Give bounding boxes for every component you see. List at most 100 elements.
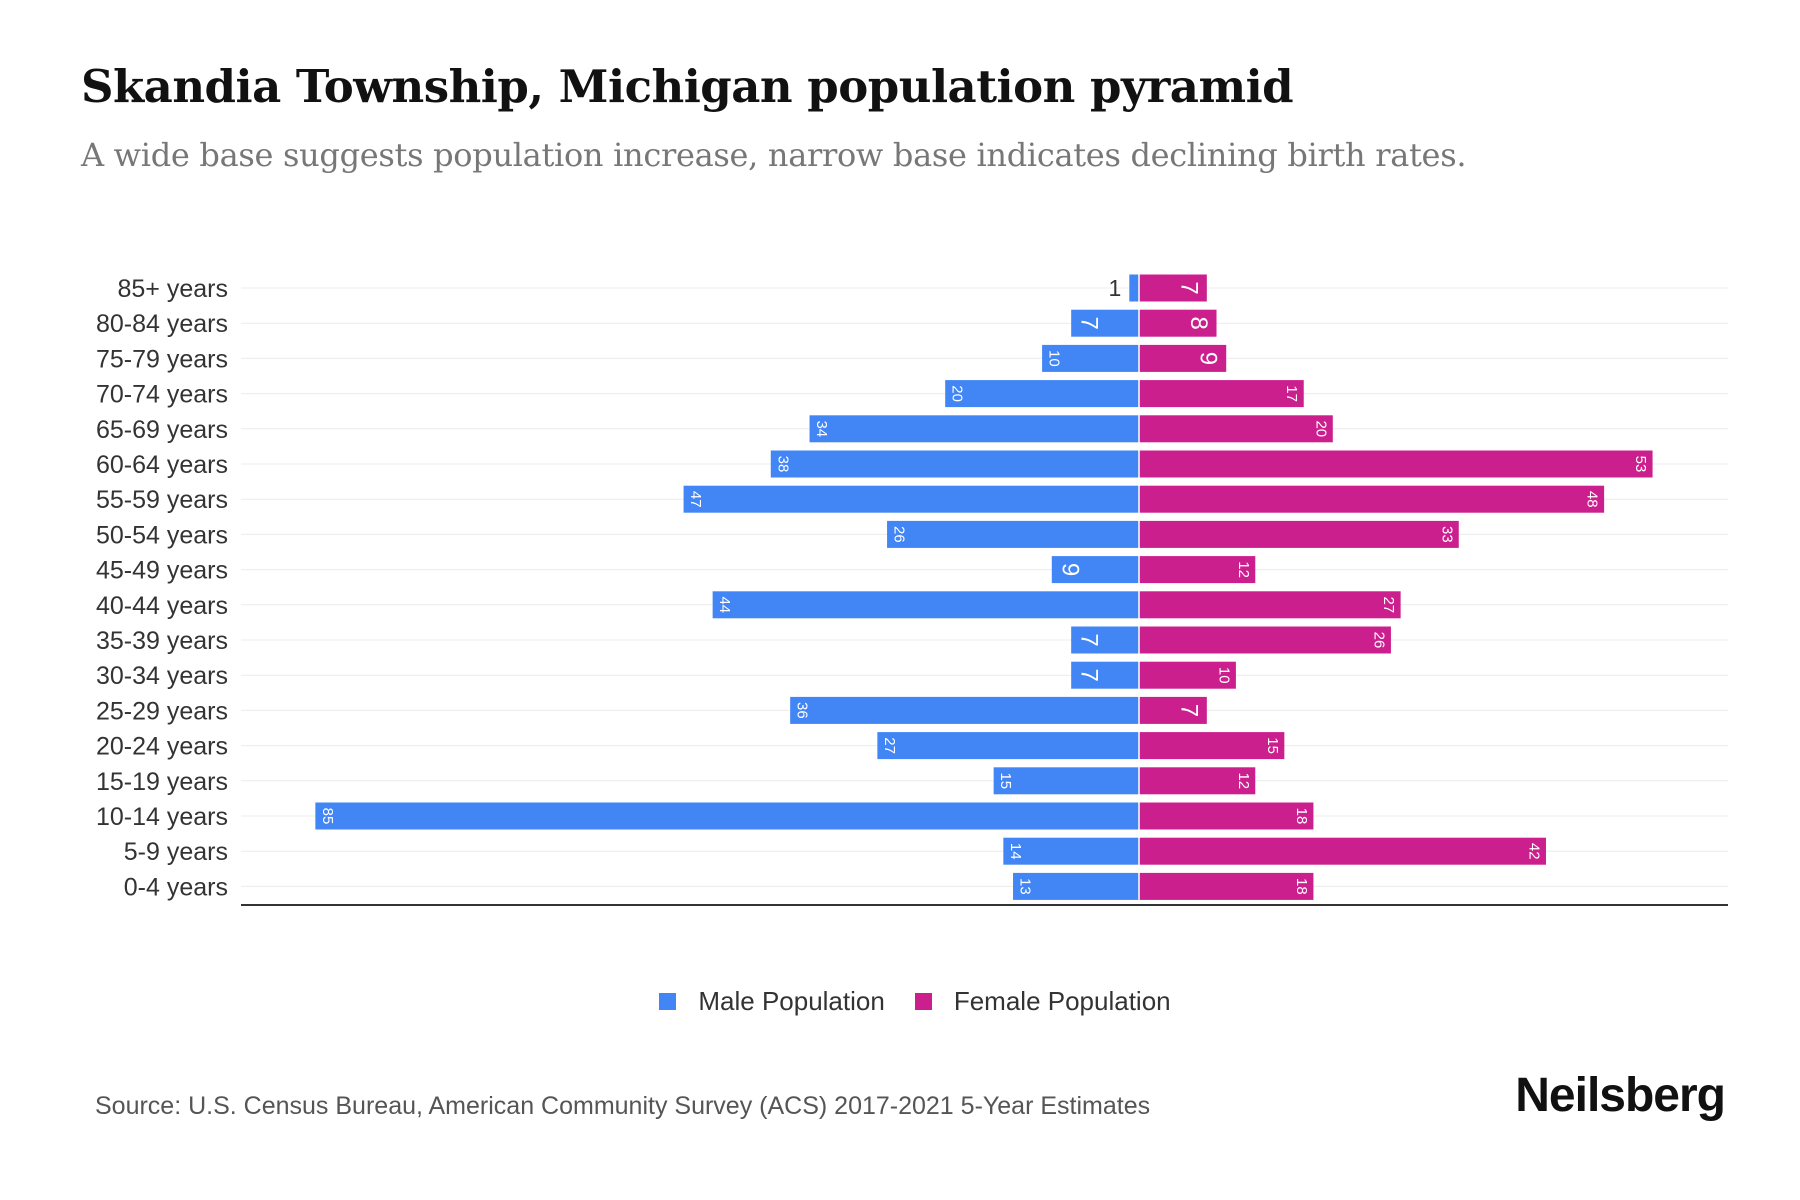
female-bar — [1139, 485, 1605, 513]
male-bar — [315, 802, 1140, 830]
category-label: 15-19 years — [96, 768, 228, 796]
male-value-label: 38 — [774, 456, 791, 473]
male-value-label: 14 — [1007, 843, 1024, 860]
female-bar — [1139, 872, 1314, 900]
female-value-label: 18 — [1293, 878, 1310, 895]
male-bar — [712, 591, 1139, 619]
male-bar — [1042, 344, 1139, 372]
male-bar — [683, 485, 1139, 513]
male-value-label: 7 — [1076, 317, 1103, 330]
male-bar — [770, 450, 1139, 478]
category-label: 75-79 years — [96, 345, 228, 373]
category-label: 0-4 years — [124, 873, 228, 901]
female-bar — [1139, 591, 1401, 619]
male-bar — [1013, 872, 1139, 900]
female-value-label: 7 — [1175, 281, 1202, 294]
male-bar — [993, 767, 1139, 795]
male-value-label: 9 — [1056, 563, 1083, 576]
category-label: 80-84 years — [96, 310, 228, 338]
male-bar — [790, 696, 1139, 724]
category-label: 5-9 years — [124, 838, 228, 866]
source-note: Source: U.S. Census Bureau, American Com… — [95, 1092, 1151, 1120]
female-bar — [1139, 344, 1227, 372]
category-label: 65-69 years — [96, 416, 228, 444]
male-value-label: 7 — [1076, 633, 1103, 646]
legend-item-female: Female Population — [914, 986, 1171, 1017]
category-label: 35-39 years — [96, 627, 228, 655]
female-value-label: 17 — [1283, 385, 1300, 402]
male-bar — [1071, 309, 1139, 337]
male-value-label: 20 — [949, 385, 966, 402]
female-value-label: 12 — [1235, 561, 1252, 578]
legend-swatch-female — [914, 993, 932, 1010]
chart-subtitle: A wide base suggests population increase… — [81, 136, 1467, 174]
male-value-label: 7 — [1076, 669, 1103, 682]
category-label: 85+ years — [118, 275, 229, 303]
female-bar — [1139, 626, 1391, 654]
category-label: 50-54 years — [96, 521, 228, 549]
male-value-label: 85 — [319, 808, 336, 825]
female-bar — [1139, 732, 1285, 760]
female-value-label: 48 — [1584, 491, 1601, 508]
male-bar — [1129, 274, 1139, 302]
male-bar — [887, 520, 1139, 548]
neilsberg-logo: Neilsberg — [1515, 1069, 1726, 1122]
male-value-label: 15 — [997, 772, 1014, 789]
male-bar — [1071, 661, 1139, 689]
category-label: 40-44 years — [96, 592, 228, 620]
legend-label-female: Female Population — [953, 986, 1171, 1016]
legend-label-male: Male Population — [698, 986, 885, 1016]
female-bar — [1139, 837, 1546, 865]
female-value-label: 9 — [1195, 352, 1222, 365]
male-bar — [1071, 626, 1139, 654]
female-bar — [1139, 661, 1236, 689]
male-bar — [1003, 837, 1139, 865]
category-label: 70-74 years — [96, 381, 228, 409]
female-value-label: 8 — [1185, 317, 1212, 330]
male-bar — [809, 415, 1139, 443]
female-value-label: 27 — [1380, 596, 1397, 613]
female-value-label: 12 — [1235, 772, 1252, 789]
male-value-label: 34 — [813, 420, 830, 437]
female-bar — [1139, 450, 1653, 478]
female-value-label: 10 — [1215, 667, 1232, 684]
female-bar — [1139, 520, 1459, 548]
male-value-label: 10 — [1046, 350, 1063, 367]
category-label: 20-24 years — [96, 733, 228, 761]
female-bar — [1139, 802, 1314, 830]
female-value-label: 20 — [1312, 420, 1329, 437]
male-bar — [945, 380, 1139, 408]
female-value-label: 15 — [1264, 737, 1281, 754]
category-label: 25-29 years — [96, 697, 228, 725]
male-value-label: 27 — [881, 737, 898, 754]
female-bar — [1139, 309, 1217, 337]
female-bar — [1139, 696, 1207, 724]
male-value-label: 1 — [1109, 275, 1122, 301]
legend: Male Population Female Population — [0, 986, 1800, 1017]
legend-swatch-male — [659, 993, 677, 1010]
male-value-label: 44 — [716, 596, 733, 613]
category-label: 55-59 years — [96, 486, 228, 514]
female-value-label: 26 — [1370, 632, 1387, 649]
chart-title: Skandia Township, Michigan population py… — [81, 60, 1294, 113]
male-bar — [877, 732, 1139, 760]
female-value-label: 53 — [1632, 456, 1649, 473]
female-bar — [1139, 274, 1207, 302]
female-value-label: 42 — [1525, 843, 1542, 860]
male-bar — [1051, 556, 1139, 584]
legend-item-male: Male Population — [659, 986, 885, 1017]
category-label: 10-14 years — [96, 803, 228, 831]
female-bar — [1139, 380, 1304, 408]
category-label: 30-34 years — [96, 662, 228, 690]
male-value-label: 13 — [1017, 878, 1034, 895]
female-value-label: 7 — [1175, 704, 1202, 717]
female-bar — [1139, 556, 1256, 584]
female-bar — [1139, 415, 1333, 443]
female-value-label: 18 — [1293, 808, 1310, 825]
male-value-label: 36 — [794, 702, 811, 719]
category-label: 60-64 years — [96, 451, 228, 479]
male-value-label: 26 — [891, 526, 908, 543]
female-bar — [1139, 767, 1256, 795]
female-value-label: 33 — [1438, 526, 1455, 543]
